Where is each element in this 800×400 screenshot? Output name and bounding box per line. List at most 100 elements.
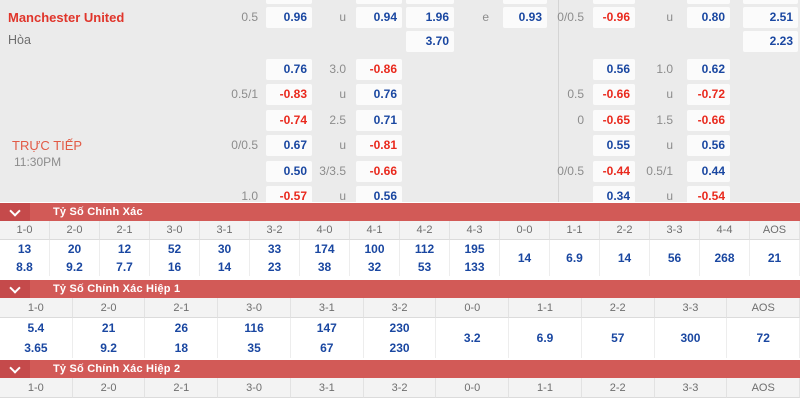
score-odds-value[interactable]: 268: [714, 251, 735, 265]
score-odds-value[interactable]: 14: [517, 251, 532, 265]
odds-box[interactable]: 0.67: [266, 135, 312, 156]
score-grid: 1-0 2-0 2-1 3-0 3-1 3-2 0-0 1-1 2-2 3-3 AOS: [0, 378, 800, 398]
odds-box[interactable]: [593, 0, 635, 4]
score-column: 4-2 112 53: [400, 221, 450, 276]
score-odds-value[interactable]: 174: [314, 242, 335, 256]
score-odds-value[interactable]: 5.4: [27, 321, 45, 335]
odds-box[interactable]: 0.56: [356, 186, 402, 202]
score-column: 0-0 14: [500, 221, 550, 276]
score-odds-value[interactable]: 56: [667, 251, 682, 265]
odds-box[interactable]: -0.54: [687, 186, 730, 202]
score-odds-value[interactable]: 23: [267, 260, 282, 274]
score-odds-value[interactable]: 30: [217, 242, 232, 256]
odds-box[interactable]: [356, 0, 402, 4]
score-odds-value[interactable]: 20: [67, 242, 82, 256]
odds-box[interactable]: 0.56: [593, 59, 635, 80]
score-odds-value[interactable]: 12: [117, 242, 132, 256]
score-odds-value[interactable]: 33: [267, 242, 282, 256]
odds-box[interactable]: 0.44: [687, 161, 730, 182]
score-odds-value[interactable]: 35: [247, 341, 261, 355]
odds-box[interactable]: -0.83: [266, 84, 312, 105]
section-header-bar[interactable]: Tỷ Số Chính Xác: [0, 203, 800, 221]
odds-box[interactable]: 2.23: [743, 31, 798, 52]
score-odds-value[interactable]: 112: [414, 242, 435, 256]
odds-box[interactable]: 0.93: [503, 7, 547, 28]
odds-box[interactable]: 0.55: [593, 135, 635, 156]
score-odds-value[interactable]: 14: [617, 251, 632, 265]
odds-box[interactable]: 1.96: [406, 7, 454, 28]
odds-box[interactable]: 0.76: [356, 84, 402, 105]
odds-box[interactable]: [503, 0, 547, 4]
odds-box[interactable]: 0.76: [266, 59, 312, 80]
score-header-cell: 3-2: [250, 221, 300, 240]
score-odds-value[interactable]: 21: [101, 321, 116, 335]
odds-box[interactable]: 0.50: [266, 161, 312, 182]
odds-box[interactable]: -0.66: [356, 161, 402, 182]
odds-box[interactable]: 0.56: [687, 135, 730, 156]
odds-box[interactable]: -0.86: [356, 59, 402, 80]
score-column: 3-1: [290, 378, 364, 398]
odds-box[interactable]: 2.51: [743, 7, 798, 28]
score-odds-value[interactable]: 21: [767, 251, 782, 265]
score-odds-value[interactable]: 18: [174, 341, 189, 355]
score-odds-value[interactable]: 32: [367, 260, 382, 274]
score-header-cell: 1-1: [509, 298, 582, 318]
score-column: 3-2 230 230: [363, 298, 437, 358]
score-header-cell: 3-3: [654, 298, 728, 318]
score-odds-value[interactable]: 100: [364, 242, 385, 256]
section-header-bar[interactable]: Tỷ Số Chính Xác Hiệp 1: [0, 280, 800, 298]
score-header-cell: AOS: [727, 378, 800, 398]
score-odds-value[interactable]: 230: [389, 321, 410, 335]
score-odds-value[interactable]: 195: [464, 242, 485, 256]
score-odds-value[interactable]: 3.2: [463, 331, 481, 345]
score-odds-value[interactable]: 6.9: [536, 331, 554, 345]
odds-box[interactable]: [266, 0, 312, 4]
score-odds-value[interactable]: 7.7: [116, 260, 133, 274]
score-odds-value[interactable]: 13: [17, 242, 32, 256]
score-odds-value[interactable]: 9.2: [66, 260, 83, 274]
odds-box[interactable]: [406, 0, 454, 4]
odds-box[interactable]: 0.94: [356, 7, 402, 28]
score-odds-value[interactable]: 116: [244, 321, 264, 335]
score-odds-value[interactable]: 8.8: [16, 260, 33, 274]
odds-box[interactable]: -0.96: [593, 7, 635, 28]
odds-box[interactable]: -0.74: [266, 110, 312, 131]
score-header-cell: 2-2: [600, 221, 650, 240]
odds-box[interactable]: -0.72: [687, 84, 730, 105]
score-odds-value[interactable]: 26: [174, 321, 189, 335]
odds-box[interactable]: -0.57: [266, 186, 312, 202]
odds-box[interactable]: -0.66: [687, 110, 730, 131]
odds-box[interactable]: -0.81: [356, 135, 402, 156]
odds-box[interactable]: -0.66: [593, 84, 635, 105]
odds-box[interactable]: [687, 0, 730, 4]
score-odds-value[interactable]: 147: [316, 321, 337, 335]
odds-box[interactable]: 0.71: [356, 110, 402, 131]
score-odds-value[interactable]: 53: [417, 260, 432, 274]
score-odds-value[interactable]: 57: [611, 331, 625, 345]
score-column: 2-2 57: [581, 298, 655, 358]
score-odds-value[interactable]: 9.2: [100, 341, 117, 355]
odds-box[interactable]: 0.96: [266, 7, 312, 28]
score-odds-value[interactable]: 38: [317, 260, 332, 274]
score-odds-value[interactable]: 67: [320, 341, 334, 355]
odds-box[interactable]: -0.44: [593, 161, 635, 182]
score-odds-value[interactable]: 300: [680, 331, 701, 345]
score-odds-value[interactable]: 6.9: [566, 251, 583, 265]
odds-box[interactable]: 0.34: [593, 186, 635, 202]
odds-box[interactable]: -0.65: [593, 110, 635, 131]
odds-box[interactable]: 3.70: [406, 31, 454, 52]
odds-box[interactable]: 0.62: [687, 59, 730, 80]
odds-box[interactable]: 0.80: [687, 7, 730, 28]
score-odds-value[interactable]: 230: [389, 341, 410, 355]
score-odds-value[interactable]: 133: [464, 260, 485, 274]
score-odds-value[interactable]: 3.65: [24, 341, 48, 355]
odds-box[interactable]: [743, 0, 798, 4]
score-odds-value[interactable]: 16: [167, 260, 182, 274]
section-header-bar[interactable]: Tỷ Số Chính Xác Hiệp 2: [0, 360, 800, 378]
score-header-cell: AOS: [727, 298, 800, 318]
score-odds-value[interactable]: 14: [217, 260, 232, 274]
score-odds-value[interactable]: 72: [756, 331, 770, 345]
score-odds-value[interactable]: 52: [167, 242, 182, 256]
score-odds-cell: 13 8.8: [0, 240, 50, 276]
handicap-label: u: [666, 138, 673, 152]
